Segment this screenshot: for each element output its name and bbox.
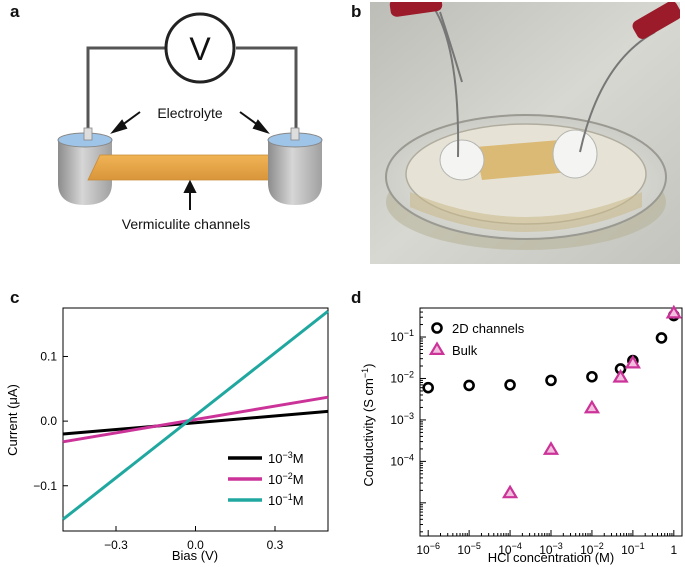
chart-d-xtick-label: 10−3 [539,541,563,557]
chart-c-series-line-1 [62,409,329,436]
chart-c-xtick-label: 0.3 [267,538,284,552]
panel-letter-c: c [10,288,20,307]
chart-d-point-channels [463,379,475,392]
chart-d-legend-marker [431,322,443,334]
chart-d-xtick-label: 10−5 [457,541,481,557]
chart-d-xtick-label: 10−6 [416,541,440,557]
chart-c-ytick-label: 0.1 [40,349,57,363]
chart-d-point-bulk [501,484,519,499]
chart-d-ytick-label: 10−2 [390,369,414,385]
chart-d-point-bulk [612,368,629,383]
chart-c-xlabel: Bias (V) [172,548,218,563]
panel-a-schematic: V Electrolyte Vermiculite channels [57,12,323,232]
chart-d-point-bulk [624,354,641,369]
chart-d-point-channels [545,374,557,387]
chart-c-xtick-label: −0.3 [104,538,128,552]
chart-d-point-bulk [583,399,601,414]
voltmeter-icon: V [164,12,236,84]
chart-d-ytick-label: 10−4 [390,452,414,468]
chart-d-ylabel: Conductivity (S cm−1) [360,364,376,487]
panel-b-photo [370,2,680,264]
chart-d-xtick-label: 10−1 [621,541,645,557]
chart-d-legend-label: Bulk [452,343,478,358]
chart-d-point-channels [422,381,434,394]
chart-d-xtick-label: 10−2 [580,541,604,557]
right-electrode-cup [267,127,323,205]
panel-letter-d: d [351,288,362,307]
chart-d-point-bulk [665,304,682,319]
vermiculite-channel [87,154,283,181]
chart-d-ytick-label: 10−1 [390,328,414,344]
annotation-arrows [110,111,270,210]
panel-letter-a: a [10,2,20,21]
chart-d-point-channels [586,370,598,383]
chart-d-legend-label: 2D channels [452,321,525,336]
electrolyte-label: Electrolyte [157,105,223,121]
chart-d-point-channels [504,379,516,391]
chart-c-ytick-label: 0.0 [40,414,57,428]
panel-d-conductivity-chart: 10−6 10−5 10−4 10−3 10−2 10−1 1 10−4 10−3 10−2 10−… [360,304,683,565]
chart-d-legend-marker [428,341,446,356]
panel-letter-b: b [351,2,362,21]
chart-c-ytick-label: −0.1 [33,479,57,493]
chart-d-xtick-label: 1 [670,543,677,557]
chart-d-xtick-label: 10−4 [498,541,522,557]
circuit-wire [86,46,298,135]
chart-d-point-bulk [542,441,560,455]
chart-c-series-line-2 [62,395,329,444]
left-electrode-cup [57,127,113,205]
chart-d-xlabel: HCl concentration (M) [488,550,614,565]
voltmeter-symbol: V [189,31,211,67]
chart-c-legend-label: 10−1M [268,492,304,508]
chart-c-ylabel: Current (μA) [5,384,20,456]
chart-c-legend-label: 10−2M [268,471,304,487]
vermiculite-channels-label: Vermiculite channels [122,216,250,232]
chart-c-xtick-label: 0.0 [187,538,204,552]
chart-c-legend-label: 10−3M [268,450,304,466]
chart-d-point-channels [655,332,668,344]
chart-d-ytick-label: 10−3 [390,411,414,427]
panel-c-iv-chart: −0.3 0.0 0.3 −0.1 0.0 0.1 10−3M 10−2M 10−1M Bia… [5,307,329,563]
chart-c-series-line-3 [62,310,329,521]
